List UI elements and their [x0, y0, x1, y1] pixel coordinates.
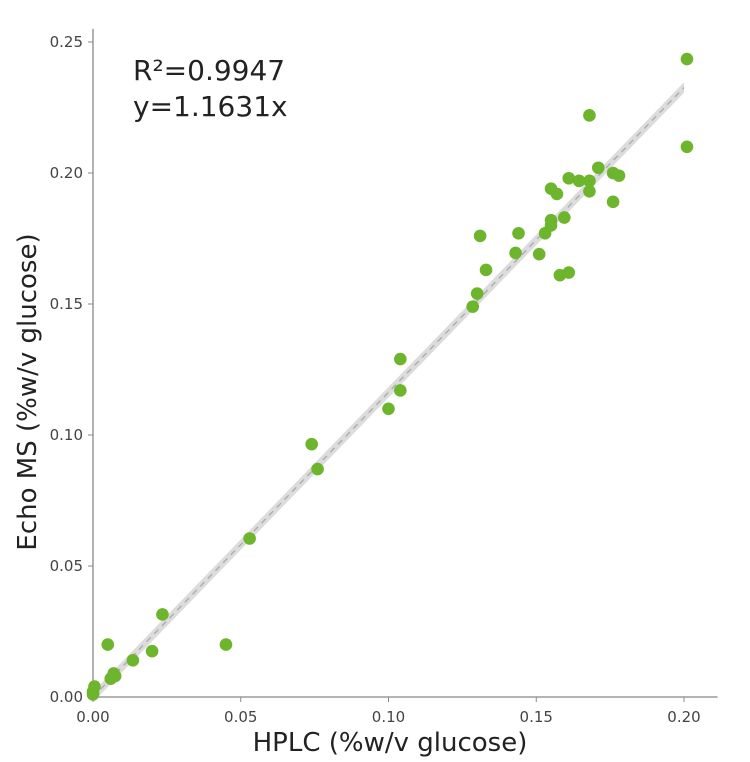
data-point — [572, 174, 586, 188]
y-tick-label: 0.10 — [50, 426, 83, 444]
data-point — [219, 638, 233, 651]
data-point — [583, 109, 596, 122]
confidence-band-layer — [92, 82, 685, 703]
data-point — [104, 672, 118, 685]
data-point — [562, 171, 576, 185]
y-tick-label: 0.05 — [50, 557, 83, 575]
data-point — [473, 229, 487, 243]
data-point — [156, 608, 169, 621]
y-tick-label: 0.25 — [50, 33, 83, 51]
data-point — [243, 532, 256, 545]
data-point — [509, 246, 522, 260]
data-point — [558, 211, 571, 224]
confidence-band — [93, 82, 684, 703]
data-point — [470, 287, 484, 300]
data-point — [479, 263, 493, 277]
y-axis-label: Echo MS (%w/v glucose) — [13, 233, 43, 550]
data-point — [101, 638, 115, 651]
x-tick-label: 0.10 — [372, 708, 405, 726]
data-points — [86, 52, 694, 701]
x-tick-label: 0.00 — [76, 708, 109, 726]
y-tick-label: 0.00 — [50, 688, 83, 706]
x-axis-label: HPLC (%w/v glucose) — [253, 728, 528, 758]
data-point — [612, 169, 626, 182]
y-tick-label: 0.15 — [50, 295, 83, 313]
x-tick-label: 0.05 — [224, 708, 257, 726]
data-point — [680, 140, 694, 154]
data-point — [145, 644, 159, 658]
x-tick-label: 0.20 — [667, 708, 700, 726]
r-squared-annotation: R²=0.9947 — [133, 54, 285, 87]
data-point — [512, 226, 525, 240]
data-point — [550, 187, 564, 201]
data-point — [583, 174, 596, 188]
data-point — [382, 402, 395, 416]
data-point — [606, 195, 620, 209]
data-point — [311, 462, 324, 476]
data-point — [394, 352, 407, 366]
data-point — [592, 161, 605, 175]
data-point — [553, 268, 567, 282]
data-point — [305, 437, 318, 451]
data-point — [394, 384, 407, 397]
x-tick-label: 0.15 — [520, 708, 553, 726]
data-point — [680, 52, 694, 66]
data-point — [466, 300, 480, 313]
data-point — [532, 247, 546, 261]
y-tick-label: 0.20 — [50, 164, 83, 182]
equation-annotation: y=1.1631x — [133, 90, 288, 123]
axes: 0.00 0.05 0.10 0.15 0.20 0.00 0.05 0.10 0.15 0.20… — [50, 28, 718, 726]
data-point — [538, 226, 552, 240]
data-point — [583, 185, 596, 198]
data-point — [86, 688, 100, 701]
data-point — [126, 654, 140, 667]
